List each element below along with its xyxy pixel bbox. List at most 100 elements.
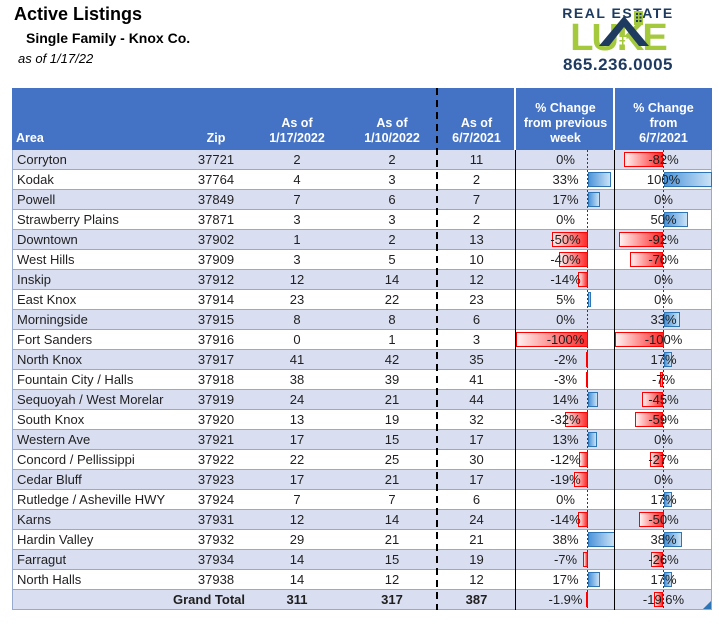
column-header: % Change from previous week (523, 101, 608, 145)
active-listings-table: Area Zip As of 1/17/2022 As of 1/10/2022 As … (12, 88, 712, 610)
pct-change-week-cell: 13% (516, 430, 615, 449)
data-bar-positive (587, 432, 598, 447)
prev-week-count-cell: 25 (384, 452, 400, 467)
prev-week-count-cell: 14 (384, 512, 400, 527)
bar-axis (663, 510, 664, 529)
table-row: Farragut 37934 14 15 19 -7% -26% (13, 550, 711, 570)
pct-value: 17% (552, 572, 579, 587)
data-bar-positive (587, 292, 592, 307)
zip-cell: 37915 (197, 312, 235, 327)
current-count-cell: 13 (289, 412, 305, 427)
data-bar-negative (585, 372, 588, 387)
data-bar-positive (663, 492, 672, 507)
pct-value: 0% (556, 492, 575, 507)
column-header: As of 6/7/2021 (452, 116, 501, 145)
prev-week-count-cell: 42 (384, 352, 400, 367)
table-row: Strawberry Plains 37871 3 3 2 0% 50% (13, 210, 711, 230)
data-bar-negative (615, 332, 664, 347)
pct-value: 100% (646, 172, 681, 187)
pct-value: 0% (654, 472, 673, 487)
column-header: Area (16, 131, 44, 145)
zip-cell: 37932 (197, 532, 235, 547)
area-cell: South Knox (17, 412, 85, 427)
pct-change-2021-cell: 38% (615, 530, 712, 549)
jun-2021-count-cell: 44 (469, 392, 484, 407)
prev-week-count-cell: 21 (384, 392, 400, 407)
prev-week-count-cell: 3 (388, 212, 396, 227)
current-count-cell: 8 (293, 312, 301, 327)
pct-value: 0% (654, 192, 673, 207)
prev-week-count-cell: 2 (388, 232, 396, 247)
jun-2021-count-cell: 6 (472, 312, 481, 327)
data-bar-positive (663, 172, 712, 187)
pct-value: -45% (648, 392, 679, 407)
column-header: Zip (206, 131, 226, 145)
pct-change-week-cell: -100% (516, 330, 615, 349)
pct-value: -12% (550, 452, 581, 467)
current-count-cell: 1 (293, 232, 301, 247)
data-bar-negative (629, 252, 664, 267)
prev-week-count-cell: 39 (384, 372, 400, 387)
pct-change-2021-cell: -45% (615, 390, 712, 409)
table-row: Karns 37931 12 14 24 -14% -50% (13, 510, 711, 530)
bar-axis (587, 470, 589, 489)
pct-value: -2% (553, 352, 578, 367)
data-bar-negative (650, 552, 664, 567)
data-bar-negative (586, 592, 589, 607)
pct-change-2021-cell: 33% (615, 310, 712, 329)
current-count-cell: 14 (289, 572, 305, 587)
data-bar-negative (641, 392, 664, 407)
real-estate-luke-logo: REAL ESTATE LUKE 865.236.0005 (548, 5, 688, 75)
logo-text-luke: LUKE (570, 11, 668, 57)
column-separator-dashed (436, 88, 438, 610)
pct-value: -50% (550, 232, 581, 247)
pct-value: -32% (550, 412, 581, 427)
zip-cell: 37916 (197, 332, 235, 347)
data-bar-negative (618, 232, 664, 247)
table-row: Downtown 37902 1 2 13 -50% -92% (13, 230, 711, 250)
jun-2021-count-cell: 24 (469, 512, 484, 527)
pct-change-2021-cell: -59% (615, 410, 712, 429)
prev-week-count-cell: 21 (384, 532, 400, 547)
current-count-cell: 0 (293, 332, 301, 347)
table-row: Rutledge / Asheville HWY 37924 7 7 6 0% 17% (13, 490, 711, 510)
jun-2021-count-cell: 19 (469, 552, 484, 567)
zip-cell: 37923 (197, 472, 235, 487)
pct-change-week-cell: -7% (516, 550, 615, 569)
bar-axis (587, 370, 589, 389)
pct-value: 0% (556, 312, 575, 327)
pct-value: 38% (650, 532, 677, 547)
bar-axis (587, 250, 589, 269)
pct-value: -92% (648, 232, 679, 247)
bar-axis (663, 450, 664, 469)
bar-axis (587, 550, 589, 569)
bar-axis (587, 510, 589, 529)
zip-cell: 37922 (197, 452, 235, 467)
pct-change-2021-cell: -70% (615, 250, 712, 269)
table-row: North Halls 37938 14 12 12 17% 17% (13, 570, 711, 590)
zip-cell: 37924 (197, 492, 235, 507)
area-cell: East Knox (17, 292, 77, 307)
area-cell: North Knox (17, 352, 83, 367)
pct-change-week-cell: 0% (516, 310, 615, 329)
pct-change-week-cell: 17% (516, 190, 615, 209)
column-header: As of 1/10/2022 (364, 116, 420, 145)
pct-change-week-cell: 0% (516, 210, 615, 229)
pct-change-week-cell: -12% (516, 450, 615, 469)
zip-cell: 37917 (197, 352, 235, 367)
jun-2021-count-cell: 41 (469, 372, 484, 387)
pct-change-week-cell: -32% (516, 410, 615, 429)
bar-axis (663, 330, 664, 349)
grand-total-pct-2021: -19.6% (615, 590, 712, 609)
jun-2021-count-cell: 3 (472, 332, 481, 347)
pct-value: -7% (553, 552, 578, 567)
grand-total-current: 311 (286, 592, 308, 607)
prev-week-count-cell: 19 (384, 412, 400, 427)
data-bar-negative (579, 452, 588, 467)
current-count-cell: 29 (289, 532, 305, 547)
current-count-cell: 41 (289, 352, 305, 367)
prev-week-count-cell: 8 (388, 312, 396, 327)
pct-value: 17% (650, 352, 677, 367)
area-cell: Concord / Pellissippi (17, 452, 135, 467)
current-count-cell: 17 (289, 432, 305, 447)
